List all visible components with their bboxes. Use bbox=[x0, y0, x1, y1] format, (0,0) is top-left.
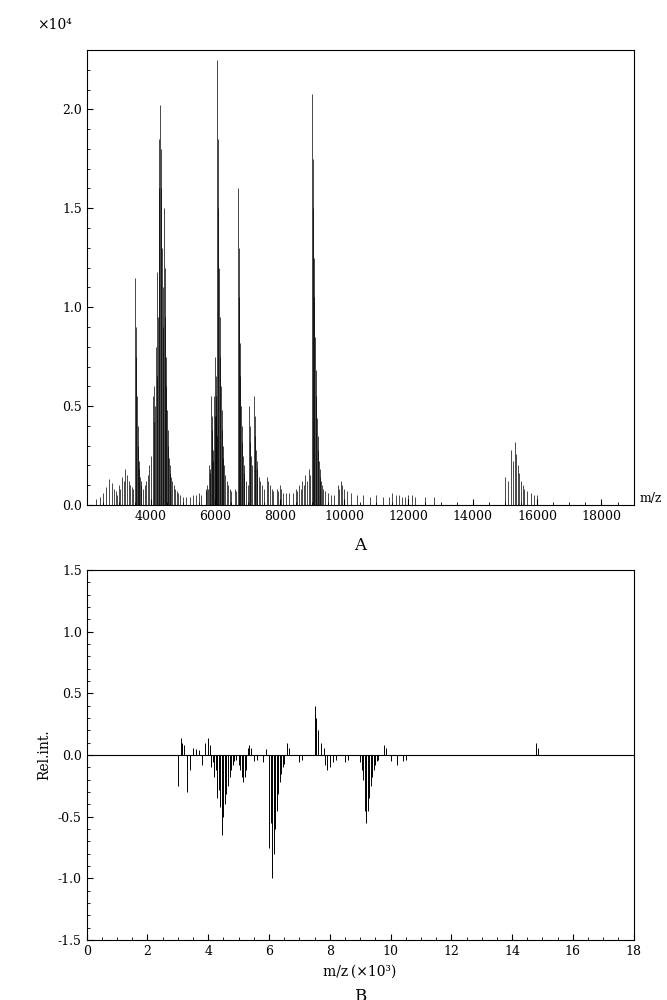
Text: B: B bbox=[354, 988, 366, 1000]
Text: ×10⁴: ×10⁴ bbox=[37, 18, 72, 32]
Text: A: A bbox=[354, 537, 366, 554]
X-axis label: m/z (×10³): m/z (×10³) bbox=[323, 965, 397, 979]
Y-axis label: Rel.int.: Rel.int. bbox=[37, 730, 51, 780]
Text: m/z: m/z bbox=[639, 492, 662, 505]
